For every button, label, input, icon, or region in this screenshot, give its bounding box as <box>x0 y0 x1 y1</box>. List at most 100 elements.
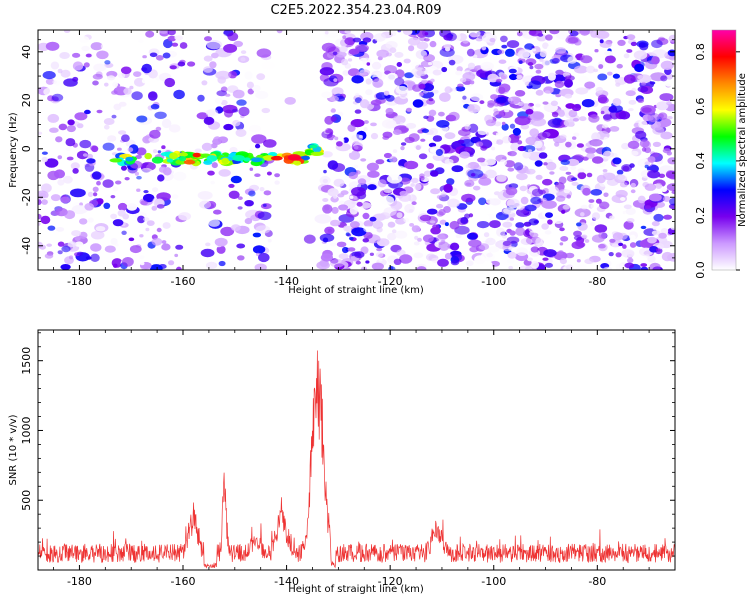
heatmap-cell <box>455 85 466 92</box>
heatmap-cell <box>497 49 505 55</box>
heatmap-cell <box>563 119 575 127</box>
heatmap-cell <box>212 136 222 146</box>
heatmap-cell <box>627 140 640 149</box>
heatmap-signal-cell <box>243 157 251 162</box>
heatmap-signal-cell <box>178 152 188 157</box>
heatmap-cell <box>504 108 510 113</box>
heatmap-cell <box>541 223 549 230</box>
heatmap-signal-cell <box>206 155 218 162</box>
heatmap-cell <box>623 53 630 59</box>
heatmap-cell <box>591 132 601 142</box>
heatmap-cell <box>319 67 335 76</box>
heatmap-cell <box>161 145 166 150</box>
heatmap-cell <box>136 147 147 156</box>
heatmap-cell <box>342 137 349 144</box>
heatmap-cell <box>354 164 359 169</box>
heatmap-cell <box>372 220 384 229</box>
heatmap-cells <box>38 30 675 270</box>
heatmap-cell <box>589 139 603 147</box>
heatmap-x-axis-label: Height of straight line (km) <box>288 285 424 296</box>
heatmap-cell <box>59 52 70 59</box>
heatmap-cell <box>564 93 573 99</box>
heatmap-cell <box>72 52 81 58</box>
heatmap-cell <box>615 263 625 270</box>
heatmap-cell <box>161 243 171 251</box>
colorbar: 0.0 0.2 0.4 0.6 0.8 Normalized spectral ampl… <box>694 29 748 279</box>
heatmap-cell <box>139 255 145 260</box>
heatmap-cell <box>252 245 266 254</box>
heatmap-cell <box>598 243 606 249</box>
heatmap-cell <box>139 234 144 238</box>
heatmap-cell <box>359 69 371 76</box>
heatmap-cell <box>336 241 347 248</box>
heatmap-cell <box>216 90 227 97</box>
heatmap-cell <box>338 253 349 260</box>
heatmap-cell <box>394 51 404 58</box>
heatmap-cell <box>630 41 638 47</box>
heatmap-cell <box>591 234 605 243</box>
heatmap-cell <box>263 139 277 148</box>
heatmap-cell <box>528 80 542 90</box>
heatmap-cell <box>38 213 42 220</box>
heatmap-cell <box>128 237 135 242</box>
heatmap-cell <box>563 264 574 270</box>
heatmap-cell <box>416 266 427 270</box>
heatmap-cell <box>443 183 453 193</box>
heatmap-cell <box>52 80 57 84</box>
heatmap-cell <box>465 260 474 267</box>
heatmap-cell <box>590 203 598 210</box>
heatmap-cell <box>530 196 542 205</box>
heatmap-cell <box>124 177 130 181</box>
heatmap-cell <box>405 122 417 129</box>
heatmap-cell <box>255 225 271 234</box>
heatmap-cell <box>47 113 60 123</box>
heatmap-cell <box>92 73 103 80</box>
heatmap-cell <box>588 199 595 203</box>
heatmap-cell <box>57 68 63 74</box>
heatmap-cell <box>667 116 673 120</box>
heatmap-cell <box>145 227 150 232</box>
heatmap-cell <box>236 243 246 249</box>
heatmap-cell <box>543 249 557 258</box>
heatmap-cell <box>528 218 539 226</box>
heatmap-cell <box>451 165 464 173</box>
heatmap-cell <box>227 32 239 41</box>
heatmap-cell <box>580 55 593 64</box>
heatmap-cell <box>330 242 336 247</box>
heatmap-cell <box>150 103 160 110</box>
heatmap-cell <box>41 151 48 155</box>
heatmap-cell <box>544 262 554 268</box>
heatmap-cell <box>444 252 452 260</box>
heatmap-cell <box>65 147 72 151</box>
heatmap-cell <box>467 62 476 69</box>
heatmap-cell <box>123 87 132 95</box>
y-tick-label: 1500 <box>20 347 33 375</box>
heatmap-cell <box>237 255 245 261</box>
heatmap-cell <box>392 149 398 154</box>
heatmap-cell <box>396 212 403 219</box>
heatmap-cell <box>76 251 84 256</box>
heatmap-cell <box>498 86 506 94</box>
heatmap-cell <box>362 238 370 243</box>
y-tick-label: -40 <box>20 237 33 255</box>
heatmap-cell <box>456 66 463 72</box>
heatmap-cell <box>232 108 239 113</box>
heatmap-cell <box>223 43 238 53</box>
heatmap-cell <box>351 227 367 237</box>
heatmap-cell <box>174 35 183 41</box>
heatmap-cell <box>424 32 429 36</box>
heatmap-cell <box>516 74 523 80</box>
heatmap-cell <box>440 192 447 197</box>
heatmap-cell <box>256 73 266 81</box>
heatmap-cell <box>608 252 614 257</box>
y-tick-label: 40 <box>20 45 33 59</box>
heatmap-cell <box>351 134 363 142</box>
heatmap-cell <box>554 80 565 88</box>
heatmap-cell <box>237 196 243 200</box>
heatmap-cell <box>428 97 434 102</box>
heatmap-cell <box>462 39 469 44</box>
heatmap-cell <box>393 258 402 265</box>
heatmap-cell <box>601 124 609 129</box>
heatmap-cell <box>516 31 523 37</box>
heatmap-cell <box>551 111 559 118</box>
